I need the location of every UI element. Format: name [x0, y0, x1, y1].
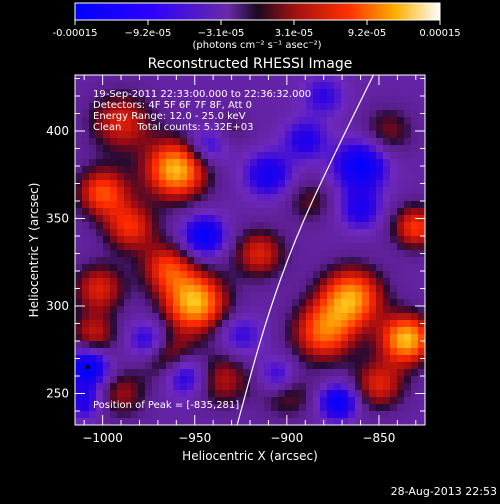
x-tick-label: −950 — [178, 431, 211, 445]
colorbar-tick-label: 0.00015 — [419, 28, 460, 39]
timestamp: 28-Aug-2013 22:53 — [391, 485, 497, 498]
x-axis-label: Heliocentric X (arcsec) — [182, 449, 318, 463]
plot-area — [74, 74, 426, 426]
solar-limb-curve — [236, 75, 374, 425]
colorbar-unit-label: (photons cm⁻² s⁻¹ asec⁻²) — [192, 40, 321, 51]
x-tick-label: −850 — [362, 431, 395, 445]
annotation-time-range: 19-Sep-2011 22:33:00.000 to 22:36:32.000 — [93, 89, 311, 100]
colorbar-tick-label: 3.1e-05 — [275, 28, 313, 39]
colorbar-tick-label: −3.1e-05 — [198, 28, 245, 39]
colorbar-tick-label: −9.2e-05 — [125, 28, 172, 39]
annotation-clean-counts: Clean Total counts: 5.32E+03 — [93, 122, 253, 133]
y-axis-label: Heliocentric Y (arcsec) — [27, 183, 41, 318]
y-tick-label: 350 — [46, 212, 69, 226]
peak-position-label: Position of Peak = [-835,281] — [93, 400, 239, 411]
colorbar-ticks: -0.00015 −9.2e-05 −3.1e-05 3.1e-05 9.2e-05 0.… — [53, 20, 461, 39]
annotation-block: 19-Sep-2011 22:33:00.000 to 22:36:32.000… — [93, 89, 311, 133]
colorbar-tick-label: 9.2e-05 — [348, 28, 386, 39]
x-tick-label: −1000 — [82, 431, 123, 445]
colorbar: -0.00015 −9.2e-05 −3.1e-05 3.1e-05 9.2e-05 0.… — [53, 2, 461, 51]
annotation-energy-range: Energy Range: 12.0 - 25.0 keV — [93, 111, 246, 122]
x-tick-label: −900 — [270, 431, 303, 445]
x-axis: −1000 −950 −900 −850 — [82, 75, 417, 445]
y-axis: 250 300 350 400 — [46, 78, 425, 412]
colorbar-tick-label: -0.00015 — [53, 28, 98, 39]
peak-marker — [85, 365, 90, 370]
colorbar-gradient — [74, 2, 441, 21]
y-tick-label: 400 — [46, 124, 69, 138]
y-tick-label: 300 — [46, 299, 69, 313]
annotation-detectors: Detectors: 4F 5F 6F 7F 8F, Att 0 — [93, 100, 252, 111]
chart-title: Reconstructed RHESSI Image — [148, 56, 353, 72]
y-tick-label: 250 — [46, 387, 69, 401]
